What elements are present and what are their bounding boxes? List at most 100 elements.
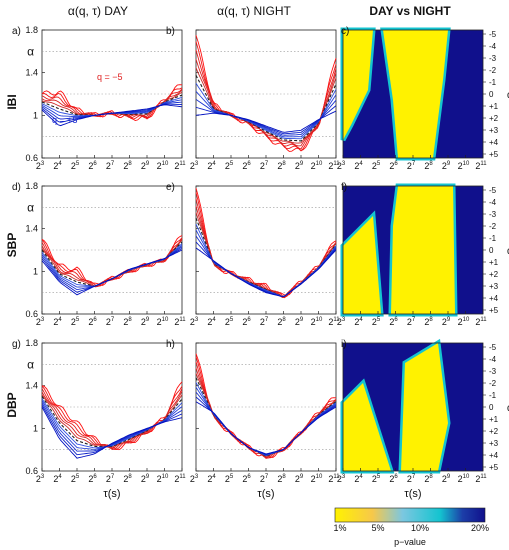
line-panel: 23 24 25 26 27 28 29 210 211 e)	[166, 182, 340, 327]
x-tick-label: 24	[207, 161, 216, 171]
x-tick-label: 23	[36, 161, 45, 171]
q-curve	[41, 238, 183, 288]
line-panel: 0.6 1 1.4 1.8 α 23 24 25 26 27 28 29 210 211 d)	[12, 181, 186, 327]
x-tick-label: 24	[53, 474, 62, 484]
x-tick-label: 28	[277, 474, 286, 484]
x-tick-label: 211	[475, 161, 487, 171]
q-tick-label: +4	[489, 451, 499, 460]
x-tick-label: 24	[53, 317, 62, 327]
x-tick-label: 23	[190, 161, 199, 171]
q-tick-label: +2	[489, 427, 499, 436]
x-axis-label: τ(s)	[257, 488, 274, 500]
q-curve	[195, 401, 337, 455]
col-title-day-vs-night: DAY vs NIGHT	[369, 4, 451, 18]
q-curve	[41, 396, 183, 448]
x-tick-label: 24	[207, 317, 216, 327]
x-tick-label: 27	[260, 161, 269, 171]
q-tick-label: -4	[489, 42, 497, 51]
x-tick-label: 24	[354, 317, 363, 327]
q-tick-label: +5	[489, 463, 499, 472]
x-tick-label: 27	[407, 474, 416, 484]
y-tick-label: 0.6	[25, 153, 38, 163]
colorbar-tick: 5%	[371, 523, 384, 533]
q-tick-label: -3	[489, 210, 497, 219]
x-tick-label: 23	[337, 317, 346, 327]
x-tick-label: 211	[174, 161, 186, 171]
q-curve	[195, 67, 337, 144]
panel-letter: e)	[166, 182, 175, 193]
heatmap-region-low-p	[391, 186, 455, 314]
x-tick-label: 210	[458, 317, 470, 327]
q-curve	[195, 98, 337, 136]
q-tick-label: -4	[489, 198, 497, 207]
line-panel: 0.6 1 1.4 1.8 α 23 24 25 26 27 28 29 210 211 g)	[12, 338, 186, 484]
q-tick-label: -5	[489, 30, 497, 39]
x-tick-label: 28	[123, 161, 132, 171]
q-tick-label: -2	[489, 66, 497, 75]
panel-letter: a)	[12, 26, 21, 37]
x-tick-label: 29	[141, 161, 150, 171]
x-tick-label: 29	[295, 161, 304, 171]
x-tick-label: 28	[424, 161, 433, 171]
panel-letter: b)	[166, 26, 175, 37]
x-tick-label: 26	[389, 317, 398, 327]
col-title-night: α(q, τ) NIGHT	[217, 4, 291, 18]
q-tick-label: +1	[489, 258, 499, 267]
x-tick-label: 27	[407, 317, 416, 327]
q-tick-label: +2	[489, 270, 499, 279]
heatmap-region-low-p	[383, 30, 448, 158]
x-tick-label: 23	[190, 317, 199, 327]
x-tick-label: 25	[372, 317, 381, 327]
q-tick-label: +1	[489, 415, 499, 424]
x-tick-label: 29	[442, 161, 451, 171]
q-axis-label: q	[507, 403, 509, 414]
q-curve	[195, 110, 337, 133]
q-tick-label: -2	[489, 222, 497, 231]
x-tick-label: 211	[475, 317, 487, 327]
q-tick-label: +1	[489, 102, 499, 111]
colorbar: 1% 5% 10% 20% p−value	[333, 507, 489, 547]
y-tick-label: 0.6	[25, 466, 38, 476]
q-axis-label: q	[507, 90, 509, 101]
x-tick-label: 25	[225, 317, 234, 327]
y-tick-label: 1.4	[25, 224, 38, 234]
colorbar-label: p−value	[394, 537, 426, 547]
x-tick-label: 211	[174, 474, 186, 484]
panel-letter: i)	[341, 339, 347, 350]
x-tick-label: 211	[328, 161, 340, 171]
x-tick-label: 27	[260, 474, 269, 484]
x-tick-label: 210	[458, 161, 470, 171]
colorbar-tick: 10%	[411, 523, 429, 533]
x-tick-label: 26	[88, 474, 97, 484]
x-tick-label: 23	[190, 474, 199, 484]
x-tick-label: 29	[295, 317, 304, 327]
colorbar-tick: 1%	[333, 523, 346, 533]
x-tick-label: 210	[157, 161, 169, 171]
x-tick-label: 25	[225, 474, 234, 484]
q-tick-label: 0	[489, 246, 494, 255]
x-tick-label: 25	[225, 161, 234, 171]
x-tick-label: 29	[442, 317, 451, 327]
x-tick-label: 26	[242, 161, 251, 171]
x-tick-label: 210	[311, 317, 323, 327]
q-curve	[195, 105, 337, 135]
panel-letter: g)	[12, 339, 21, 350]
x-tick-label: 28	[123, 317, 132, 327]
q-curve	[41, 104, 183, 127]
q-tick-label: -5	[489, 343, 497, 352]
x-tick-label: 28	[424, 474, 433, 484]
heatmap-region-low-p	[343, 216, 381, 314]
row-label-sbp: SBP	[5, 233, 19, 258]
q-tick-label: -2	[489, 379, 497, 388]
q-tick-label: +5	[489, 150, 499, 159]
q-tick-label: -3	[489, 367, 497, 376]
x-axis-label: τ(s)	[103, 488, 120, 500]
col-title-day: α(q, τ) DAY	[68, 4, 128, 18]
x-tick-label: 211	[475, 474, 487, 484]
q-curve	[41, 406, 183, 459]
panel-letter: c)	[341, 26, 349, 37]
q-tick-label: -1	[489, 78, 497, 87]
x-tick-label: 29	[141, 474, 150, 484]
x-tick-label: 23	[36, 474, 45, 484]
